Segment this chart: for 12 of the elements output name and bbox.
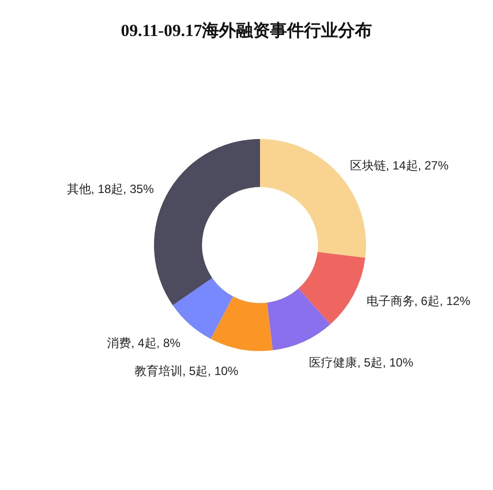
donut-slice [298,252,366,324]
slice-label: 区块链, 14起, 27% [350,158,449,172]
donut-slice [210,296,273,351]
slice-label: 其他, 18起, 35% [67,182,154,196]
chart-title: 09.11-09.17海外融资事件行业分布 [120,21,372,40]
donut-slice [266,288,330,350]
slice-label: 电子商务, 6起, 12% [366,294,471,308]
slice-label: 消费, 4起, 8% [107,336,181,350]
slice-label: 医疗健康, 5起, 10% [309,355,414,370]
slice-label: 教育培训, 5起, 10% [134,364,239,378]
donut-slice [172,278,234,339]
donut-slice [154,139,260,306]
